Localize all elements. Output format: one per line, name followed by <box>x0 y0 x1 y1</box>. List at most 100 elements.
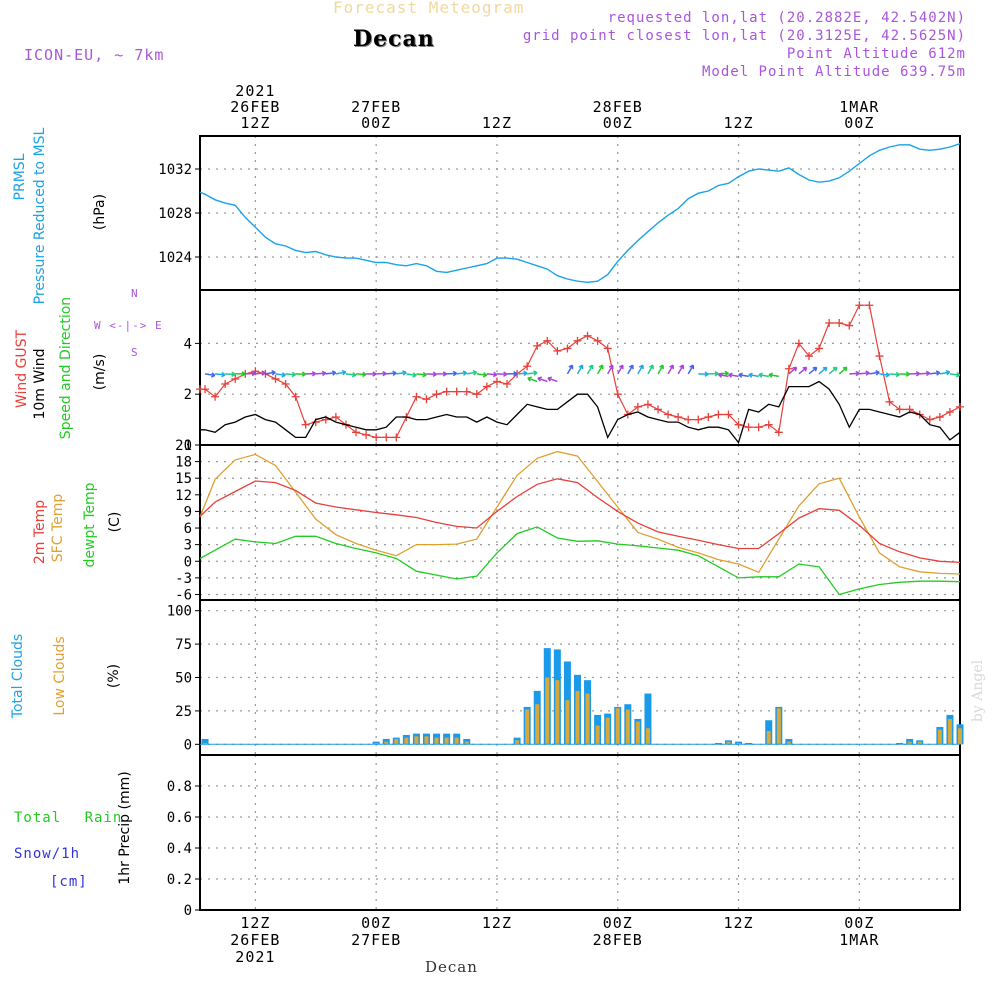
wind-arrowhead <box>768 372 773 378</box>
wind-arrowhead <box>689 364 695 370</box>
wind-arrowhead <box>547 376 553 382</box>
top-time-label: 12Z <box>482 114 512 132</box>
wind-arrow <box>215 373 226 376</box>
wind-arrow <box>667 364 674 375</box>
wind-arrowhead <box>588 364 594 370</box>
gust-marker <box>744 423 753 432</box>
wind-arrowhead <box>372 371 377 377</box>
bottom-time-label: 00Z <box>844 914 874 932</box>
wind-arrow <box>285 373 296 376</box>
wind-arrowhead <box>842 366 848 372</box>
wind-arrow <box>929 371 940 375</box>
wind-arrowhead <box>523 370 528 377</box>
wind-arrowhead <box>679 364 685 370</box>
wind-arrowhead <box>331 370 337 376</box>
p3-label-t2m: 2m Temp <box>32 499 48 565</box>
gust-marker <box>563 344 572 353</box>
cloud-low-bar <box>203 742 208 745</box>
cloud-total-bar <box>201 738 209 745</box>
gust-marker <box>482 382 491 391</box>
cloud-low-bar <box>464 741 469 745</box>
gust-marker <box>472 390 481 399</box>
wind-arrowhead <box>241 371 246 377</box>
wind-arrowhead <box>351 371 357 378</box>
model-label: ICON-EU, ~ 7km <box>24 46 165 64</box>
y-tick-label: 50 <box>175 671 192 687</box>
cloud-low-bar <box>545 677 550 745</box>
y-tick-label: 3 <box>184 538 192 554</box>
wind-arrowhead <box>598 364 604 370</box>
gust-marker <box>724 410 733 419</box>
wind-arrowhead <box>311 370 317 377</box>
y-tick-label: 0.8 <box>167 779 192 795</box>
wind-arrowhead <box>321 370 327 377</box>
wind-arrowhead <box>482 372 488 378</box>
wind-arrow <box>919 372 930 375</box>
panel-frame <box>199 444 961 601</box>
product-title: Forecast Meteogram <box>333 0 525 17</box>
wind-arrow <box>859 372 870 375</box>
wind-arrow <box>758 373 769 378</box>
gust-marker <box>593 336 602 345</box>
wind-arrowhead <box>935 370 941 376</box>
wind-arrowhead <box>442 371 447 377</box>
cloud-total-bar <box>896 742 904 745</box>
gust-marker <box>452 387 461 396</box>
wind-arrow <box>657 364 664 375</box>
p3-label-sfc: SFC Temp <box>50 493 66 563</box>
gust-marker <box>855 301 864 310</box>
wind-arrowhead <box>472 370 478 376</box>
p2-label-dir: Speed and Direction <box>58 296 74 440</box>
cloud-low-bar <box>786 741 791 745</box>
cloud-low-bar <box>444 737 449 745</box>
gust-marker <box>845 321 854 330</box>
wind-arrowhead <box>462 370 468 376</box>
compass-n: N <box>131 287 138 300</box>
top-time-label: 00Z <box>603 114 633 132</box>
bottom-time-label: 12Z <box>240 914 270 932</box>
gust-marker <box>442 387 451 396</box>
wind-arrowhead <box>271 370 276 376</box>
wind-arrowhead <box>638 364 644 370</box>
wind-arrowhead <box>608 364 614 370</box>
gust-marker <box>573 336 582 345</box>
gust-marker <box>694 415 703 424</box>
wind-arrow <box>607 364 614 375</box>
gust-marker <box>885 397 894 406</box>
wind-arrowhead <box>392 370 397 377</box>
p2-unit: (m/s) <box>92 353 108 391</box>
cloud-low-bar <box>947 718 952 745</box>
cloud-low-bar <box>937 729 942 745</box>
wind-arrowhead <box>704 371 709 377</box>
gust-marker <box>815 344 824 353</box>
y-tick-label: 0 <box>184 737 192 753</box>
gust-marker <box>553 346 562 355</box>
gust-marker <box>533 341 542 350</box>
gust-marker <box>895 405 904 414</box>
p2-label-wind: 10m Wind <box>32 348 48 420</box>
wind-arrowhead <box>568 364 574 370</box>
gust-marker <box>935 413 944 422</box>
wind-arrowhead <box>261 370 266 376</box>
cloud-low-bar <box>394 738 399 745</box>
wind-arrow <box>596 364 604 375</box>
wind-arrow <box>718 373 729 378</box>
wind-arrow <box>818 366 828 375</box>
gust-marker <box>291 392 300 401</box>
watermark: by Angel <box>970 659 986 723</box>
wind-arrowhead <box>452 370 458 377</box>
cloud-low-bar <box>414 736 419 745</box>
gust-marker <box>633 402 642 411</box>
wind-arrow <box>416 373 427 376</box>
cloud-low-bar <box>454 737 459 745</box>
cloud-low-bar <box>726 741 731 745</box>
y-tick-label: 0 <box>184 554 192 570</box>
wind-arrow <box>325 371 336 375</box>
wind-arrowhead <box>210 372 216 378</box>
cloud-low-bar <box>766 730 771 745</box>
wind-arrowhead <box>382 370 387 377</box>
temp2m-line <box>199 478 961 564</box>
cloud-low-bar <box>776 708 781 745</box>
wind-arrow <box>426 373 437 376</box>
y-tick-label: 1028 <box>158 206 192 222</box>
